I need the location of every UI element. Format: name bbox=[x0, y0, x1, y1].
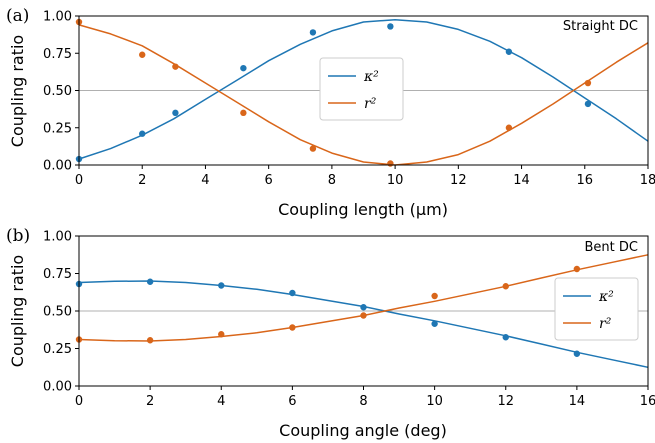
panel-a-r-point-5 bbox=[387, 160, 394, 167]
panel-b-x-tick-label-7: 14 bbox=[569, 394, 586, 409]
panel-b-y-tick-label-2: 0.50 bbox=[43, 305, 72, 320]
panel-a-curves-layer bbox=[78, 18, 649, 166]
panel-a-r-point-7 bbox=[584, 79, 592, 87]
panel-a-x-ticks: 0 2 4 6 8 10 12 14 16 18 bbox=[75, 165, 655, 188]
panel-b-r-point-2 bbox=[218, 331, 225, 338]
panel-a-legend-box bbox=[319, 57, 404, 121]
panel-b-y-tick-label-1: 0.25 bbox=[43, 342, 72, 357]
panel-a-r-point-4 bbox=[309, 145, 317, 152]
panel-a-r-point-6 bbox=[505, 124, 513, 131]
panel-a-corner-label: Straight DC bbox=[563, 19, 638, 34]
panel-b-y-ticks: 0.00 0.25 0.50 0.75 1.00 bbox=[43, 230, 79, 395]
panel-a-y-tick-label-0: 0.00 bbox=[43, 159, 72, 174]
panel-a-r-point-3 bbox=[240, 109, 247, 117]
panel-a-kappa-point-3 bbox=[240, 64, 247, 72]
panel-a-kappa-point-6 bbox=[505, 48, 513, 55]
panel-b-kappa-point-7 bbox=[573, 350, 581, 357]
panel-b-x-tick-label-5: 10 bbox=[426, 394, 443, 409]
panel-a-x-tick-label-4: 8 bbox=[328, 173, 336, 188]
panel-b-r-point-5 bbox=[431, 292, 438, 300]
panel-b-x-tick-label-0: 0 bbox=[75, 394, 83, 409]
panel-a: 0 2 4 6 8 10 12 14 16 18 0.00 0.25 0.50 0.75 1.00 (a)… bbox=[6, 6, 655, 219]
panel-b-kappa-point-1 bbox=[146, 278, 154, 285]
panel-b-r-point-6 bbox=[502, 283, 509, 290]
panel-b-x-tick-label-3: 6 bbox=[288, 394, 296, 409]
panel-b-legend: κ² r² bbox=[554, 277, 639, 341]
panel-a-y-tick-label-4: 1.00 bbox=[43, 10, 72, 25]
panel-a-r-point-2 bbox=[172, 63, 179, 70]
panel-a-r-fit-line bbox=[78, 24, 649, 166]
panel-b-kappa-point-2 bbox=[218, 282, 225, 289]
panel-b: 0 2 4 6 8 10 12 14 16 0.00 0.25 0.50 0.75 1.00 (b) B… bbox=[6, 226, 655, 440]
panel-b-x-tick-label-2: 4 bbox=[217, 394, 225, 409]
panel-a-x-axis-title: Coupling length (μm) bbox=[278, 200, 448, 219]
panel-b-legend-r-label: r² bbox=[599, 316, 612, 332]
panel-a-x-tick-label-0: 0 bbox=[75, 173, 83, 188]
panel-a-x-tick-label-9: 18 bbox=[640, 173, 655, 188]
panel-b-corner-label: Bent DC bbox=[585, 240, 638, 255]
panel-a-y-tick-label-1: 0.25 bbox=[43, 121, 72, 136]
panel-b-r-point-1 bbox=[146, 337, 154, 344]
panel-b-x-tick-label-8: 16 bbox=[640, 394, 655, 409]
panel-a-legend-r-label: r² bbox=[364, 96, 377, 112]
panel-a-kappa-point-2 bbox=[172, 109, 179, 117]
panel-b-kappa-point-3 bbox=[289, 289, 296, 297]
panel-b-y-axis-title: Coupling ratio bbox=[8, 255, 27, 367]
panel-b-x-tick-label-4: 8 bbox=[359, 394, 367, 409]
panel-b-kappa-point-4 bbox=[360, 304, 367, 311]
panel-b-r-point-4 bbox=[360, 312, 367, 319]
panel-a-kappa-point-4 bbox=[309, 29, 317, 36]
panel-a-y-ticks: 0.00 0.25 0.50 0.75 1.00 bbox=[43, 10, 79, 174]
panel-a-kappa-fit-line bbox=[78, 18, 649, 160]
panel-b-legend-kappa-label: κ² bbox=[598, 289, 614, 305]
panel-a-x-tick-label-7: 14 bbox=[513, 173, 530, 188]
panel-b-y-tick-label-4: 1.00 bbox=[43, 230, 72, 245]
panel-a-x-tick-label-8: 16 bbox=[577, 173, 594, 188]
panel-b-x-axis-title: Coupling angle (deg) bbox=[279, 421, 447, 440]
panel-a-x-tick-label-5: 10 bbox=[387, 173, 404, 188]
panel-b-kappa-point-6 bbox=[502, 334, 509, 341]
panel-a-label: (a) bbox=[6, 6, 29, 26]
panel-a-legend: κ² r² bbox=[319, 57, 404, 121]
panel-b-legend-box bbox=[554, 277, 639, 341]
panel-b-y-tick-label-3: 0.75 bbox=[43, 267, 72, 282]
panel-a-x-tick-label-2: 4 bbox=[201, 173, 209, 188]
panel-a-x-tick-label-1: 2 bbox=[138, 173, 146, 188]
panel-a-r-point-1 bbox=[139, 51, 146, 58]
panel-a-y-axis-title: Coupling ratio bbox=[8, 35, 27, 147]
panel-a-markers-layer bbox=[75, 18, 592, 167]
panel-a-legend-kappa-label: κ² bbox=[363, 69, 379, 85]
panel-b-r-point-3 bbox=[289, 324, 296, 331]
panel-a-kappa-point-5 bbox=[387, 23, 394, 30]
panel-b-kappa-point-5 bbox=[431, 320, 438, 327]
panel-b-label: (b) bbox=[6, 226, 30, 246]
panel-a-x-tick-label-6: 12 bbox=[450, 173, 467, 188]
panel-b-x-ticks: 0 2 4 6 8 10 12 14 16 bbox=[75, 386, 655, 409]
panel-a-kappa-point-1 bbox=[139, 130, 146, 137]
panel-b-markers-layer bbox=[75, 265, 581, 357]
panel-a-kappa-point-7 bbox=[584, 100, 592, 108]
panel-b-x-tick-label-6: 12 bbox=[497, 394, 514, 409]
panel-b-y-tick-label-0: 0.00 bbox=[43, 380, 72, 395]
panel-a-y-tick-label-2: 0.50 bbox=[43, 84, 72, 99]
panel-a-x-tick-label-3: 6 bbox=[265, 173, 273, 188]
panel-b-r-point-7 bbox=[573, 265, 581, 273]
panel-b-x-tick-label-1: 2 bbox=[146, 394, 154, 409]
panel-a-y-tick-label-3: 0.75 bbox=[43, 47, 72, 62]
